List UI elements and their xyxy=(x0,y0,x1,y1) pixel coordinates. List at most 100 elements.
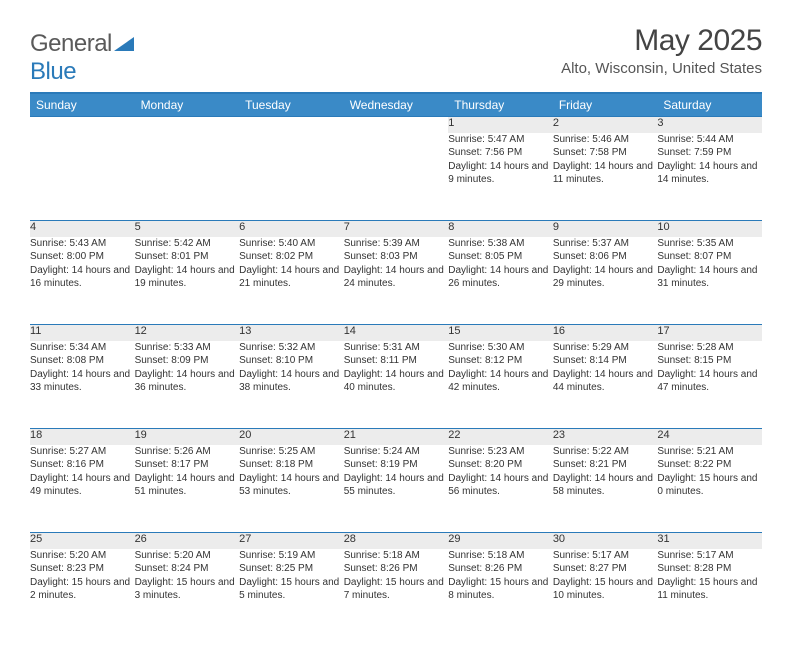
day-content-cell: Sunrise: 5:30 AMSunset: 8:12 PMDaylight:… xyxy=(448,341,553,429)
day-number-cell: 31 xyxy=(657,533,762,549)
sunset-line: Sunset: 7:58 PM xyxy=(553,146,658,160)
day-content-cell: Sunrise: 5:40 AMSunset: 8:02 PMDaylight:… xyxy=(239,237,344,325)
day-number-cell: 6 xyxy=(239,221,344,237)
day-content-cell: Sunrise: 5:38 AMSunset: 8:05 PMDaylight:… xyxy=(448,237,553,325)
day-content-cell: Sunrise: 5:25 AMSunset: 8:18 PMDaylight:… xyxy=(239,445,344,533)
day-number-cell: 3 xyxy=(657,117,762,133)
daylight-line: Daylight: 15 hours and 7 minutes. xyxy=(344,576,449,603)
sunrise-line: Sunrise: 5:23 AM xyxy=(448,445,553,459)
day-number-cell: 22 xyxy=(448,429,553,445)
day-number-cell: 20 xyxy=(239,429,344,445)
day-number-cell: 21 xyxy=(344,429,449,445)
day-content-cell xyxy=(30,133,135,221)
day-number-cell: 25 xyxy=(30,533,135,549)
daylight-line: Daylight: 15 hours and 5 minutes. xyxy=(239,576,344,603)
day-number-cell: 16 xyxy=(553,325,658,341)
month-title: May 2025 xyxy=(561,24,762,58)
sunrise-line: Sunrise: 5:31 AM xyxy=(344,341,449,355)
day-content-cell: Sunrise: 5:42 AMSunset: 8:01 PMDaylight:… xyxy=(135,237,240,325)
sunrise-line: Sunrise: 5:26 AM xyxy=(135,445,240,459)
sunrise-line: Sunrise: 5:21 AM xyxy=(657,445,762,459)
day-number-cell: 12 xyxy=(135,325,240,341)
logo-part2: Blue xyxy=(30,58,76,85)
location: Alto, Wisconsin, United States xyxy=(561,60,762,77)
day-content-cell: Sunrise: 5:27 AMSunset: 8:16 PMDaylight:… xyxy=(30,445,135,533)
day-number-cell: 28 xyxy=(344,533,449,549)
day-content-cell: Sunrise: 5:29 AMSunset: 8:14 PMDaylight:… xyxy=(553,341,658,429)
day-number-row: 123 xyxy=(30,117,762,133)
day-number-row: 18192021222324 xyxy=(30,429,762,445)
day-number-cell: 29 xyxy=(448,533,553,549)
day-number-cell: 15 xyxy=(448,325,553,341)
sunset-line: Sunset: 8:22 PM xyxy=(657,458,762,472)
day-content-cell: Sunrise: 5:37 AMSunset: 8:06 PMDaylight:… xyxy=(553,237,658,325)
daylight-line: Daylight: 14 hours and 58 minutes. xyxy=(553,472,658,499)
daylight-line: Daylight: 15 hours and 8 minutes. xyxy=(448,576,553,603)
weekday-header: Friday xyxy=(553,93,658,117)
day-number-cell: 5 xyxy=(135,221,240,237)
day-number-cell: 10 xyxy=(657,221,762,237)
sunset-line: Sunset: 8:14 PM xyxy=(553,354,658,368)
day-content-cell: Sunrise: 5:17 AMSunset: 8:27 PMDaylight:… xyxy=(553,549,658,637)
logo: GeneralBlue xyxy=(30,24,134,86)
day-content-cell: Sunrise: 5:18 AMSunset: 8:26 PMDaylight:… xyxy=(448,549,553,637)
day-number-cell: 18 xyxy=(30,429,135,445)
sunrise-line: Sunrise: 5:32 AM xyxy=(239,341,344,355)
sunset-line: Sunset: 8:23 PM xyxy=(30,562,135,576)
sunrise-line: Sunrise: 5:17 AM xyxy=(657,549,762,563)
sunset-line: Sunset: 8:26 PM xyxy=(448,562,553,576)
weekday-header-row: Sunday Monday Tuesday Wednesday Thursday… xyxy=(30,93,762,117)
day-number-row: 25262728293031 xyxy=(30,533,762,549)
day-content-cell: Sunrise: 5:31 AMSunset: 8:11 PMDaylight:… xyxy=(344,341,449,429)
sunset-line: Sunset: 8:17 PM xyxy=(135,458,240,472)
header: GeneralBlue May 2025 Alto, Wisconsin, Un… xyxy=(30,24,762,86)
day-number-cell: 30 xyxy=(553,533,658,549)
daylight-line: Daylight: 14 hours and 19 minutes. xyxy=(135,264,240,291)
day-content-cell xyxy=(135,133,240,221)
day-content-cell: Sunrise: 5:44 AMSunset: 7:59 PMDaylight:… xyxy=(657,133,762,221)
day-content-cell: Sunrise: 5:46 AMSunset: 7:58 PMDaylight:… xyxy=(553,133,658,221)
weekday-header: Monday xyxy=(135,93,240,117)
sunset-line: Sunset: 8:11 PM xyxy=(344,354,449,368)
title-block: May 2025 Alto, Wisconsin, United States xyxy=(561,24,762,77)
day-content-row: Sunrise: 5:27 AMSunset: 8:16 PMDaylight:… xyxy=(30,445,762,533)
daylight-line: Daylight: 14 hours and 26 minutes. xyxy=(448,264,553,291)
sunrise-line: Sunrise: 5:44 AM xyxy=(657,133,762,147)
day-number-cell xyxy=(135,117,240,133)
day-content-row: Sunrise: 5:20 AMSunset: 8:23 PMDaylight:… xyxy=(30,549,762,637)
sunset-line: Sunset: 8:16 PM xyxy=(30,458,135,472)
sunrise-line: Sunrise: 5:19 AM xyxy=(239,549,344,563)
day-content-cell: Sunrise: 5:28 AMSunset: 8:15 PMDaylight:… xyxy=(657,341,762,429)
sunset-line: Sunset: 7:56 PM xyxy=(448,146,553,160)
day-content-row: Sunrise: 5:34 AMSunset: 8:08 PMDaylight:… xyxy=(30,341,762,429)
sunrise-line: Sunrise: 5:42 AM xyxy=(135,237,240,251)
weekday-header: Tuesday xyxy=(239,93,344,117)
sunset-line: Sunset: 8:26 PM xyxy=(344,562,449,576)
daylight-line: Daylight: 14 hours and 47 minutes. xyxy=(657,368,762,395)
sunrise-line: Sunrise: 5:29 AM xyxy=(553,341,658,355)
sunset-line: Sunset: 8:06 PM xyxy=(553,250,658,264)
sunrise-line: Sunrise: 5:18 AM xyxy=(344,549,449,563)
sunset-line: Sunset: 8:08 PM xyxy=(30,354,135,368)
sunset-line: Sunset: 8:18 PM xyxy=(239,458,344,472)
sunset-line: Sunset: 8:10 PM xyxy=(239,354,344,368)
day-content-cell: Sunrise: 5:19 AMSunset: 8:25 PMDaylight:… xyxy=(239,549,344,637)
sunrise-line: Sunrise: 5:28 AM xyxy=(657,341,762,355)
day-content-cell: Sunrise: 5:24 AMSunset: 8:19 PMDaylight:… xyxy=(344,445,449,533)
day-number-cell: 14 xyxy=(344,325,449,341)
day-content-cell: Sunrise: 5:32 AMSunset: 8:10 PMDaylight:… xyxy=(239,341,344,429)
daylight-line: Daylight: 14 hours and 44 minutes. xyxy=(553,368,658,395)
day-content-cell: Sunrise: 5:20 AMSunset: 8:24 PMDaylight:… xyxy=(135,549,240,637)
day-content-row: Sunrise: 5:47 AMSunset: 7:56 PMDaylight:… xyxy=(30,133,762,221)
sunset-line: Sunset: 8:01 PM xyxy=(135,250,240,264)
daylight-line: Daylight: 14 hours and 11 minutes. xyxy=(553,160,658,187)
sunrise-line: Sunrise: 5:22 AM xyxy=(553,445,658,459)
day-content-cell: Sunrise: 5:47 AMSunset: 7:56 PMDaylight:… xyxy=(448,133,553,221)
daylight-line: Daylight: 14 hours and 33 minutes. xyxy=(30,368,135,395)
sunset-line: Sunset: 8:03 PM xyxy=(344,250,449,264)
day-number-cell: 1 xyxy=(448,117,553,133)
daylight-line: Daylight: 15 hours and 3 minutes. xyxy=(135,576,240,603)
day-content-cell: Sunrise: 5:23 AMSunset: 8:20 PMDaylight:… xyxy=(448,445,553,533)
daylight-line: Daylight: 14 hours and 14 minutes. xyxy=(657,160,762,187)
sunset-line: Sunset: 8:05 PM xyxy=(448,250,553,264)
